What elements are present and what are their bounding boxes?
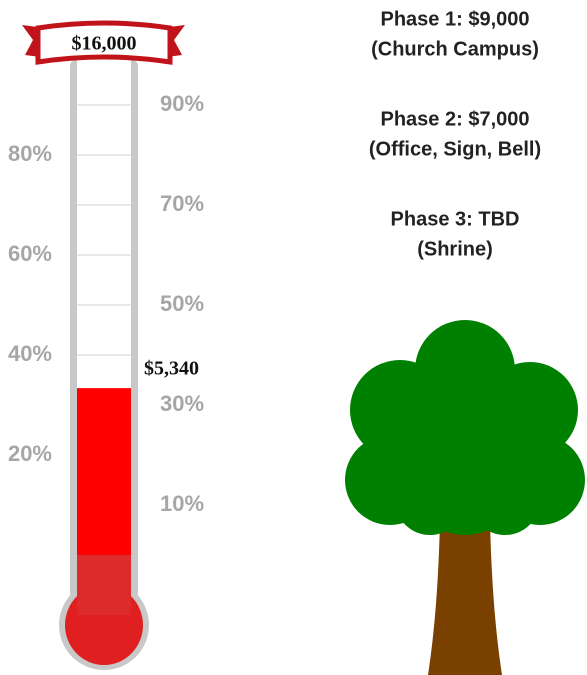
goal-label: $16,000 [72,33,137,55]
phase-note: Phase 3: TBD [391,208,520,230]
phase-note: Phase 2: $7,000 [381,108,530,130]
y-tick-label: 30% [160,391,204,416]
thermometer-chart: $16,000 Phase 1: $9,000 (Church Campus) Ph… [0,0,587,675]
phase-note: (Shrine) [417,238,493,260]
y-tick-label: 60% [8,241,52,266]
y-tick-label: 70% [160,191,204,216]
y-tick-label: 50% [160,291,204,316]
value-label: $5,340 [144,358,199,380]
phase-note: (Office, Sign, Bell) [369,138,541,160]
phase-note: (Church Campus) [371,38,539,60]
y-tick-label: 90% [160,91,204,116]
y-tick-label: 20% [8,441,52,466]
phase-note: Phase 1: $9,000 [381,8,530,30]
tube-bottom [77,555,131,615]
y-tick-label: 80% [8,141,52,166]
y-tick-label: 10% [160,491,204,516]
y-tick-label: 40% [8,341,52,366]
tree-trunk [428,520,502,675]
tree-crown [345,320,585,535]
fill-level [77,388,131,555]
